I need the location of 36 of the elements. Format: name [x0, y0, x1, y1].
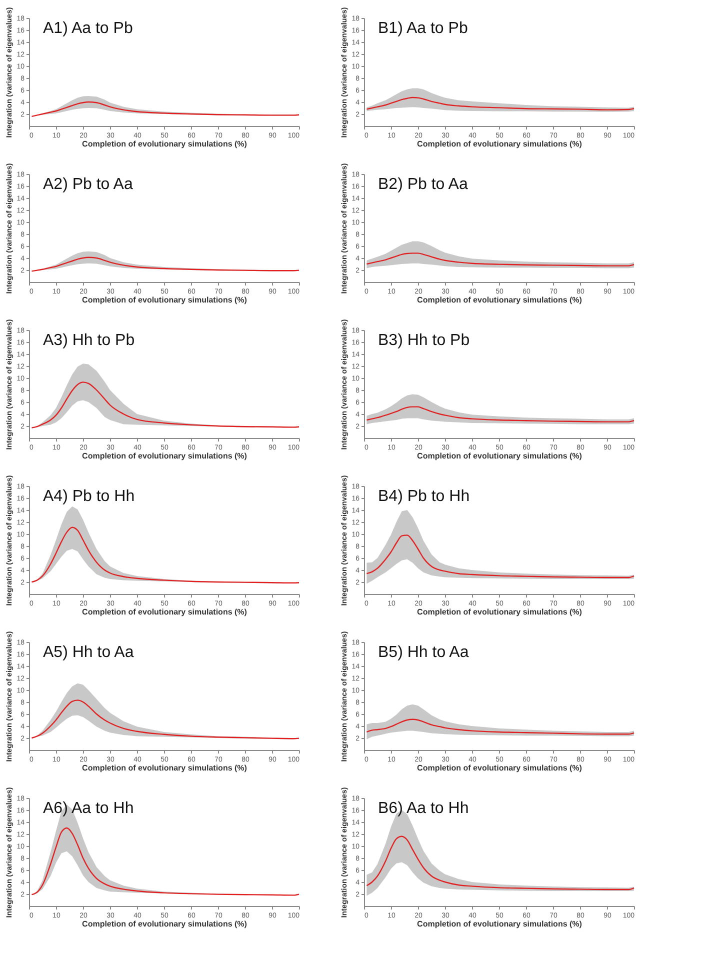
line-series: [366, 252, 635, 266]
line-series: [31, 101, 300, 117]
x-axis-title: Completion of evolutionary simulations (%): [82, 608, 248, 616]
chart-title: B4) Pb to Hh: [378, 488, 470, 505]
x-axis-title: Completion of evolutionary simulations (%): [417, 140, 582, 148]
line-series: [366, 406, 635, 422]
line-series: [31, 700, 300, 740]
x-axis-title: Completion of evolutionary simulations (%): [417, 452, 582, 460]
chart-title: B1) Aa to Pb: [378, 20, 468, 37]
x-axis-title: Completion of evolutionary simulations (%): [417, 608, 582, 616]
chart-title: B6) Aa to Hh: [378, 800, 469, 817]
line-series: [366, 836, 635, 890]
chart-title: B2) Pb to Aa: [378, 176, 468, 193]
x-axis-title: Completion of evolutionary simulations (%): [82, 920, 248, 928]
x-axis-title: Completion of evolutionary simulations (%): [82, 452, 248, 460]
line-series: [31, 526, 300, 584]
x-axis-title: Completion of evolutionary simulations (%): [82, 764, 248, 772]
x-axis-title: Completion of evolutionary simulations (%): [417, 296, 582, 304]
line-series: [366, 534, 635, 578]
x-axis-title: Completion of evolutionary simulations (%): [82, 140, 248, 148]
line-series: [366, 718, 635, 735]
line-series: [31, 382, 300, 428]
chart-title: A2) Pb to Aa: [43, 176, 133, 193]
chart-title: A6) Aa to Hh: [43, 800, 134, 817]
chart-title: A3) Hh to Pb: [43, 332, 135, 349]
chart-title: A4) Pb to Hh: [43, 488, 135, 505]
line-series: [31, 827, 300, 896]
x-axis-title: Completion of evolutionary simulations (%): [417, 920, 582, 928]
chart-title: A5) Hh to Aa: [43, 644, 134, 661]
chart-title: B3) Hh to Pb: [378, 332, 470, 349]
line-series: [366, 96, 635, 110]
chart-title: B5) Hh to Aa: [378, 644, 469, 661]
line-series: [31, 256, 300, 272]
x-axis-title: Completion of evolutionary simulations (%): [82, 296, 248, 304]
chart-title: A1) Aa to Pb: [43, 20, 133, 37]
x-axis-title: Completion of evolutionary simulations (%): [417, 764, 582, 772]
